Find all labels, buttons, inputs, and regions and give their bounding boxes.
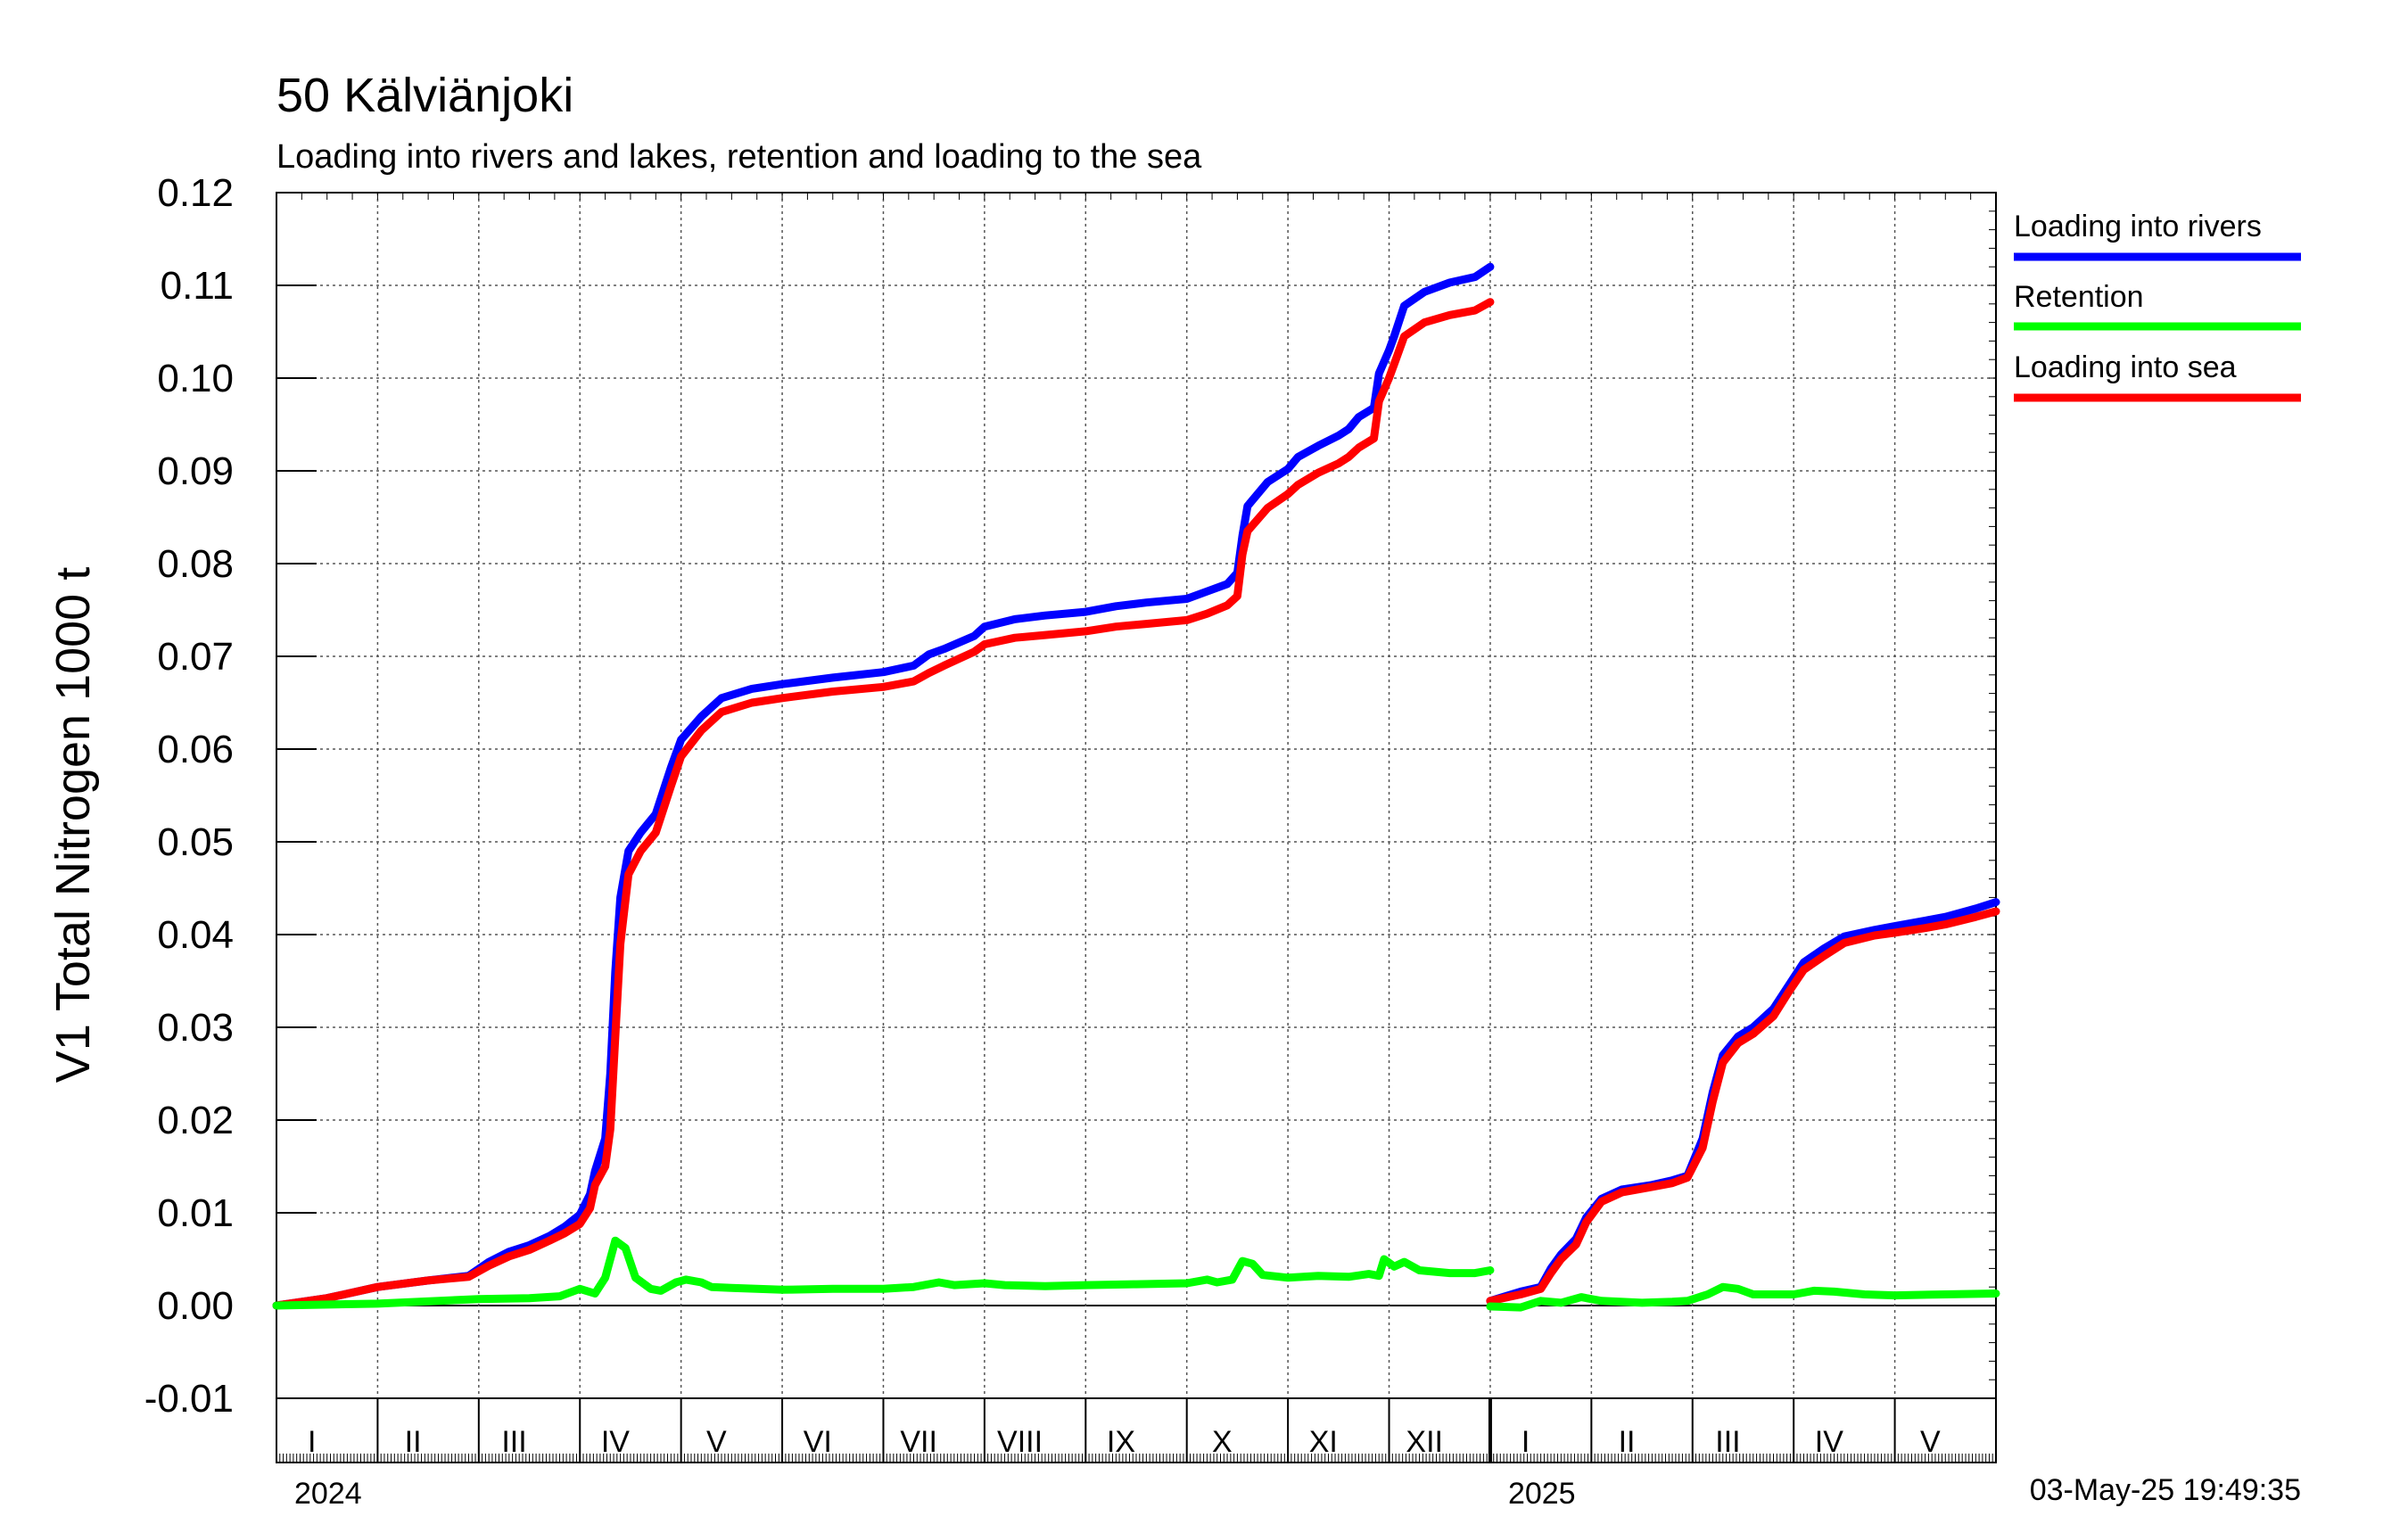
month-label: III bbox=[1715, 1425, 1740, 1459]
month-label: XII bbox=[1406, 1425, 1443, 1459]
month-label: X bbox=[1212, 1425, 1233, 1459]
month-label: I bbox=[308, 1425, 316, 1459]
year-label: 2024 bbox=[294, 1477, 362, 1511]
series-line-1-seg-0 bbox=[272, 1236, 1495, 1310]
month-label: V bbox=[706, 1425, 727, 1459]
y-tick-label: 0.00 bbox=[157, 1284, 234, 1328]
month-label: VI bbox=[804, 1425, 832, 1459]
plot-border bbox=[276, 192, 1997, 1463]
month-label: II bbox=[1619, 1425, 1636, 1459]
grid-lines bbox=[276, 192, 1996, 1399]
y-axis-ticks: 0.12 0.11 0.10 0.09 0.08 0.07 0.06 0.05 0.04 0.03… bbox=[144, 171, 317, 1421]
y-tick-label: -0.01 bbox=[144, 1377, 234, 1421]
month-label: IV bbox=[601, 1425, 630, 1459]
legend: Loading into rivers Retention Loading in… bbox=[2014, 210, 2301, 402]
legend-label: Loading into sea bbox=[2014, 350, 2237, 384]
y-tick-label: 0.03 bbox=[157, 1006, 234, 1050]
month-label: II bbox=[405, 1425, 422, 1459]
chart-subtitle: Loading into rivers and lakes, retention… bbox=[276, 138, 1202, 176]
month-label: VIII bbox=[997, 1425, 1043, 1459]
series-line-2-seg-0 bbox=[272, 298, 1495, 1310]
month-label: VII bbox=[900, 1425, 937, 1459]
month-label: I bbox=[1521, 1425, 1530, 1459]
legend-label: Retention bbox=[2014, 280, 2144, 314]
y-tick-label: 0.07 bbox=[157, 635, 234, 679]
month-label: III bbox=[501, 1425, 526, 1459]
y-tick-label: 0.08 bbox=[157, 542, 234, 586]
month-label: V bbox=[1920, 1425, 1941, 1459]
month-label: IV bbox=[1815, 1425, 1843, 1459]
series-line-1-seg-1 bbox=[1486, 1282, 2000, 1312]
y-tick-label: 0.11 bbox=[161, 264, 234, 308]
legend-item-retention: Retention bbox=[2014, 280, 2301, 331]
y-tick-label: 0.06 bbox=[157, 728, 234, 771]
legend-item-loading-into-sea: Loading into sea bbox=[2014, 350, 2301, 402]
series-line-0-seg-1 bbox=[1486, 898, 2000, 1306]
y-tick-label: 0.04 bbox=[157, 913, 234, 957]
year-label: 2025 bbox=[1508, 1477, 1576, 1511]
y-tick-label: 0.09 bbox=[157, 449, 234, 493]
plot-area bbox=[276, 192, 1997, 1463]
month-label: IX bbox=[1107, 1425, 1135, 1459]
y-tick-label: 0.02 bbox=[157, 1099, 234, 1142]
series-line-0-seg-0 bbox=[272, 262, 1495, 1310]
chart-title: 50 Kälviänjoki bbox=[276, 69, 573, 122]
month-label: XI bbox=[1309, 1425, 1338, 1459]
y-tick-label: 0.05 bbox=[157, 820, 234, 864]
y-tick-label: 0.01 bbox=[157, 1191, 234, 1235]
series-line-2-seg-1 bbox=[1486, 907, 2000, 1306]
series-lines bbox=[272, 262, 2000, 1312]
y-axis-label: V1 Total Nitrogen 1000 t bbox=[46, 567, 100, 1083]
timestamp: 03-May-25 19:49:35 bbox=[2030, 1473, 2301, 1507]
y-tick-label: 0.12 bbox=[157, 171, 234, 215]
legend-label: Loading into rivers bbox=[2014, 210, 2262, 243]
legend-item-loading-into-rivers: Loading into rivers bbox=[2014, 210, 2301, 261]
y-tick-label: 0.10 bbox=[157, 357, 234, 400]
